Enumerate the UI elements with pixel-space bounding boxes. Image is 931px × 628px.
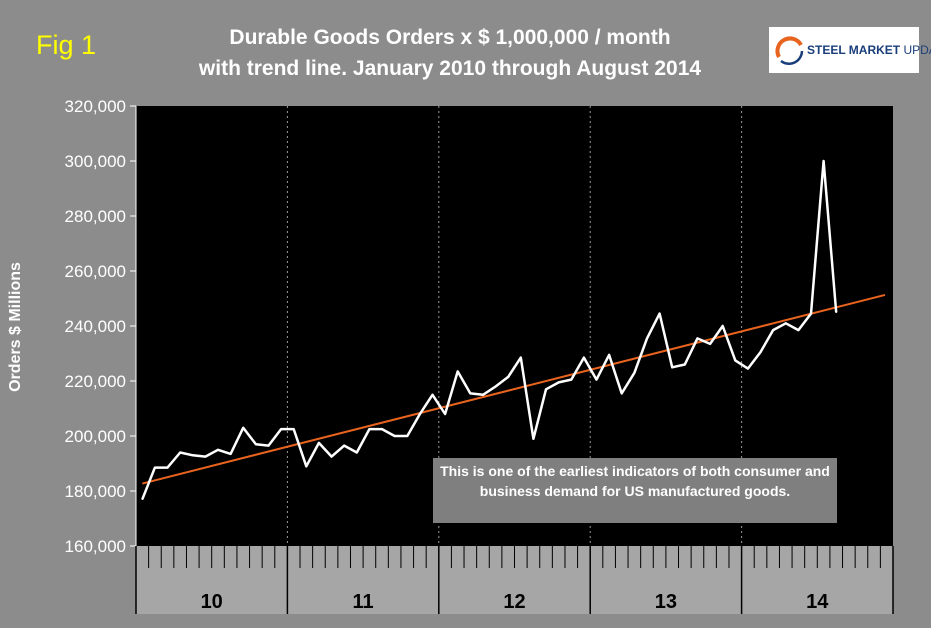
data-point xyxy=(570,378,573,381)
data-point xyxy=(545,388,547,391)
data-point xyxy=(305,465,308,468)
data-point xyxy=(595,378,598,381)
logo-text-thin: UPDATE xyxy=(903,43,931,57)
data-point xyxy=(822,160,825,162)
data-point xyxy=(734,359,737,362)
data-point xyxy=(608,354,610,356)
data-point xyxy=(368,428,371,430)
logo-text-bold: STEEL MARKET xyxy=(807,43,901,57)
data-point xyxy=(469,392,472,395)
data-point xyxy=(494,385,497,388)
y-tick-label: 240,000 xyxy=(65,317,126,336)
data-point xyxy=(444,413,446,415)
data-point xyxy=(204,455,207,458)
data-point xyxy=(280,428,282,430)
year-label: 13 xyxy=(655,591,677,613)
data-point xyxy=(482,393,484,396)
data-point xyxy=(797,329,800,331)
y-tick-label: 220,000 xyxy=(65,372,126,391)
data-point xyxy=(355,451,358,454)
data-point xyxy=(381,428,383,430)
data-point xyxy=(179,451,181,454)
data-point xyxy=(747,367,749,370)
data-point xyxy=(784,322,787,325)
data-point xyxy=(646,337,648,340)
y-tick-label: 260,000 xyxy=(65,262,126,281)
data-point xyxy=(583,356,585,359)
data-point xyxy=(709,343,711,345)
data-point xyxy=(292,428,295,430)
y-tick-label: 180,000 xyxy=(65,482,126,501)
data-point xyxy=(557,381,560,384)
y-tick-label: 300,000 xyxy=(65,152,126,171)
data-point xyxy=(620,392,623,395)
steel-market-update-logo: STEEL MARKET UPDATE xyxy=(769,27,931,73)
year-label: 10 xyxy=(201,591,223,613)
data-point xyxy=(520,356,522,359)
year-label: 12 xyxy=(503,591,525,613)
chart-title-line-1: Durable Goods Orders x $ 1,000,000 / mon… xyxy=(229,26,671,49)
data-point xyxy=(229,453,232,455)
chart-title-line-2: with trend line. January 2010 through Au… xyxy=(198,57,702,80)
annotation-box: This is one of the earliest indicators o… xyxy=(433,458,837,523)
data-point xyxy=(393,435,396,437)
data-point xyxy=(431,393,434,396)
data-point xyxy=(810,312,812,315)
year-label: 14 xyxy=(806,591,829,613)
data-point xyxy=(507,376,509,378)
data-point xyxy=(242,426,245,429)
data-point xyxy=(759,351,762,353)
data-point xyxy=(721,325,724,327)
data-point xyxy=(419,413,421,415)
data-point xyxy=(456,370,459,373)
data-point xyxy=(684,363,686,366)
data-point xyxy=(772,329,774,331)
data-point xyxy=(255,443,257,446)
figure-label: Fig 1 xyxy=(36,30,97,60)
data-point xyxy=(217,448,219,451)
data-point xyxy=(696,337,699,340)
data-point xyxy=(671,366,674,369)
data-point xyxy=(406,435,409,437)
logo-swoosh-icon xyxy=(775,36,804,65)
data-point xyxy=(191,454,194,457)
data-point xyxy=(154,466,156,469)
data-point xyxy=(532,437,535,440)
data-point xyxy=(330,455,333,458)
trend-line xyxy=(142,293,886,485)
data-point xyxy=(658,312,661,315)
chart-title: Durable Goods Orders x $ 1,000,000 / mon… xyxy=(120,22,780,84)
data-point xyxy=(166,466,169,469)
series-line xyxy=(141,159,838,500)
y-tick-label: 160,000 xyxy=(65,537,126,556)
y-tick-label: 200,000 xyxy=(65,427,126,446)
y-tick-label: 320,000 xyxy=(65,97,126,116)
y-tick-label: 280,000 xyxy=(65,207,126,226)
data-point xyxy=(633,371,636,374)
data-point xyxy=(141,498,144,501)
data-point xyxy=(318,442,320,444)
data-point xyxy=(835,311,838,314)
data-point xyxy=(343,444,345,447)
data-point xyxy=(267,444,270,447)
year-label: 11 xyxy=(353,591,374,613)
